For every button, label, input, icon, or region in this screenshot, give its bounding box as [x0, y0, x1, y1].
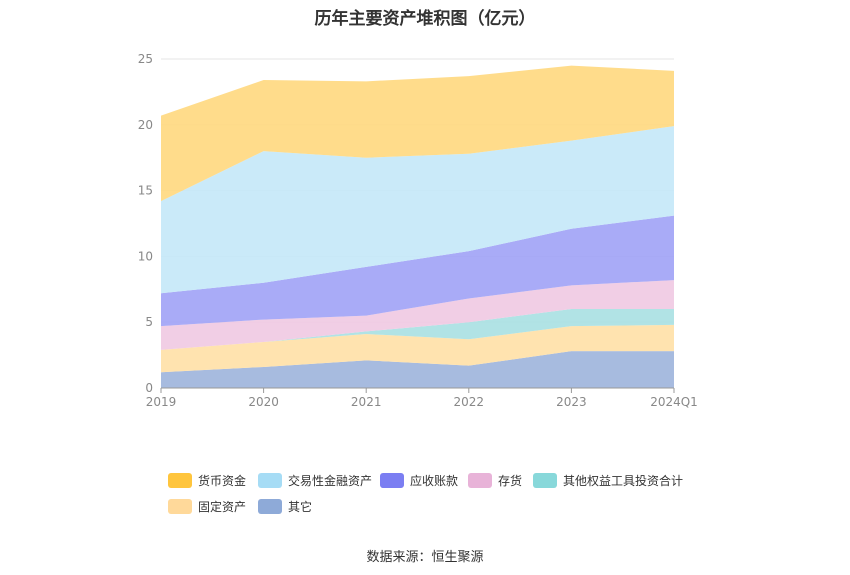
- legend-swatch-equity-investments: [533, 473, 557, 488]
- legend-item-fixed-assets[interactable]: 固定资产: [168, 498, 246, 515]
- legend-item-trading-assets[interactable]: 交易性金融资产: [258, 472, 372, 489]
- legend-label-inventory: 存货: [498, 474, 523, 488]
- y-tick-label: 0: [145, 381, 153, 395]
- y-tick-label: 5: [145, 315, 153, 329]
- legend-label-cash: 货币资金: [198, 474, 247, 488]
- legend-swatch-fixed-assets: [168, 499, 192, 514]
- legend-item-equity-investments[interactable]: 其他权益工具投资合计: [533, 472, 683, 489]
- legend-swatch-other: [258, 499, 282, 514]
- area-series-6: [161, 65, 674, 202]
- x-tick-label: 2019: [146, 395, 177, 409]
- legend-label-trading-assets: 交易性金融资产: [288, 474, 373, 488]
- x-tick-label: 2022: [454, 395, 485, 409]
- x-tick-label: 2020: [248, 395, 279, 409]
- y-tick-label: 20: [138, 118, 153, 132]
- legend-item-cash[interactable]: 货币资金: [168, 472, 246, 489]
- y-tick-label: 25: [138, 52, 153, 66]
- legend-label-other: 其它: [288, 500, 313, 514]
- legend-swatch-receivables: [380, 473, 404, 488]
- y-tick-label: 15: [138, 184, 153, 198]
- stacked-area-chart: 0 5 10 15 20 25 2019 2020 2021 2022 2023 2024Q1: [138, 52, 698, 409]
- legend-label-equity-investments: 其他权益工具投资合计: [563, 474, 684, 488]
- area-series-5: [161, 126, 674, 294]
- area-series-3: [161, 280, 674, 350]
- chart-title: 历年主要资产堆积图（亿元）: [314, 9, 536, 29]
- area-series-0: [161, 351, 674, 388]
- x-tick-label: 2024Q1: [650, 395, 698, 409]
- legend-item-inventory[interactable]: 存货: [468, 472, 522, 489]
- area-series-2: [161, 309, 674, 350]
- legend-item-other[interactable]: 其它: [258, 498, 312, 515]
- x-tick-label: 2021: [351, 395, 382, 409]
- area-series-1: [161, 324, 674, 373]
- data-source: 数据来源：恒生聚源: [366, 550, 484, 565]
- legend-item-receivables[interactable]: 应收账款: [380, 472, 458, 489]
- legend-label-receivables: 应收账款: [410, 474, 459, 488]
- area-series-4: [161, 215, 674, 327]
- x-tick-label: 2023: [556, 395, 587, 409]
- legend-swatch-trading-assets: [258, 473, 282, 488]
- legend-swatch-inventory: [468, 473, 492, 488]
- legend-label-fixed-assets: 固定资产: [198, 500, 247, 514]
- legend-swatch-cash: [168, 473, 192, 488]
- y-tick-label: 10: [138, 249, 153, 263]
